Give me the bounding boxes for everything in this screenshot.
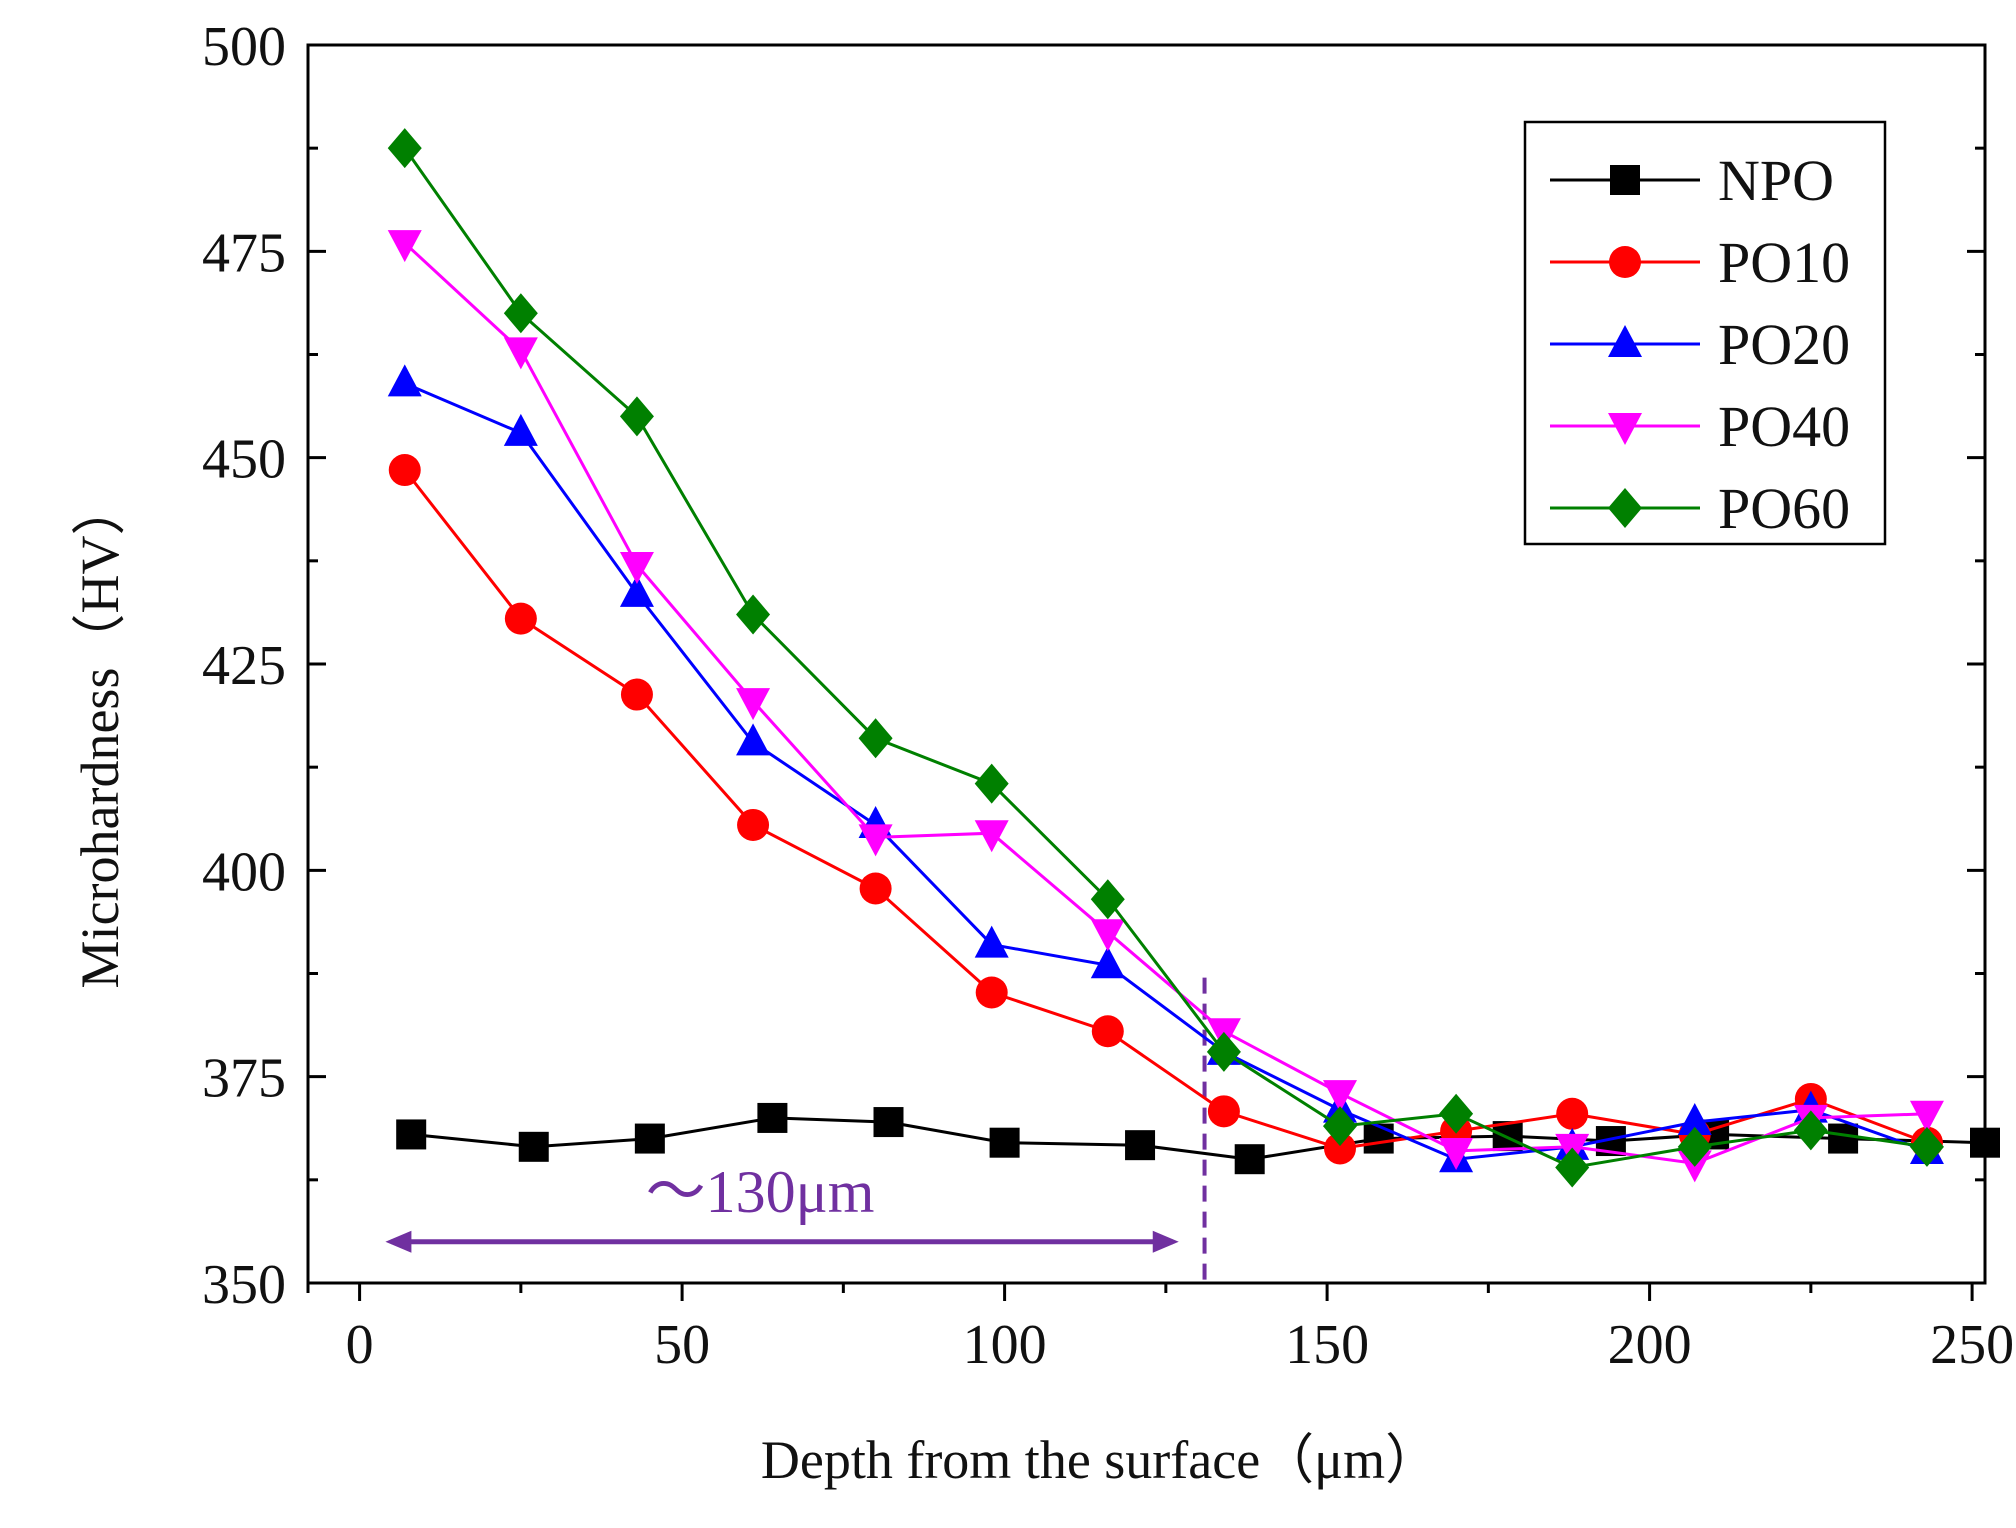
x-tick-label: 100 [963,1314,1047,1376]
legend-label-npo: NPO [1718,148,1834,213]
data-point-po40 [1323,1080,1357,1113]
data-point-po10 [1207,1095,1240,1128]
series-line-po60 [403,147,1928,1170]
data-point-po10 [1091,1015,1124,1048]
data-point-po60 [1555,1147,1590,1188]
legend-label-po10: PO10 [1718,230,1850,295]
series-line-po20 [404,382,1928,1161]
data-point-po60 [974,763,1009,804]
x-tick-label: 50 [654,1314,710,1376]
data-point-po40 [858,824,893,857]
y-tick-label: 500 [202,16,286,78]
y-tick-label: 450 [202,429,286,491]
data-point-npo [1125,1130,1156,1161]
data-point-po10 [737,808,770,841]
data-point-po60 [1909,1126,1944,1167]
data-point-npo [634,1123,665,1154]
data-point-po20 [1677,1103,1712,1136]
data-point-po10 [1324,1132,1356,1165]
y-tick-label: 400 [202,841,286,903]
legend-marker-po60 [1608,488,1642,528]
data-point-npo [396,1119,427,1150]
series-line-po40 [403,241,1928,1165]
data-point-po10 [388,454,421,487]
data-point-po60 [503,293,538,334]
data-point-npo [1363,1123,1394,1154]
data-point-po60 [1439,1093,1474,1134]
data-point-po60 [1090,879,1125,920]
data-point-po40 [1909,1100,1944,1133]
series-po40 [387,230,1944,1183]
legend-box [1523,120,1887,546]
data-point-po40 [503,337,538,370]
series-po60 [387,128,1944,1188]
data-point-po20 [503,413,538,446]
data-point-po10 [620,678,653,711]
data-point-npo [1828,1123,1859,1154]
annotation-arrowhead-right [1152,1230,1179,1253]
y-tick-label: 350 [202,1254,286,1316]
data-point-po40 [736,688,771,721]
plot-frame-layer: 350 375 400 425 450 475 500 0 50 100 150 200 250 [202,16,2014,1376]
annotation-label: ～130μm [646,1159,875,1225]
legend-marker-npo [1610,165,1640,195]
annotation-arrowhead-left [385,1230,412,1253]
data-point-po20 [1090,946,1125,979]
data-point-po40 [1090,919,1125,952]
y-axis-label: Microhardness（HV） [70,482,130,989]
data-point-po40 [619,551,654,584]
data-point-npo [757,1102,788,1133]
data-point-po60 [1677,1126,1712,1167]
x-tick-label: 250 [1930,1314,2014,1376]
y-tick-label: 425 [202,635,286,697]
data-point-po10 [1556,1097,1589,1130]
legend-marker-po40 [1608,413,1642,445]
x-tick-label: 200 [1608,1314,1692,1376]
data-point-po20 [387,364,422,397]
annotation-layer [385,977,1207,1283]
series-po10 [388,454,1943,1165]
data-point-po20 [619,574,654,607]
x-tick-label: 0 [346,1314,374,1376]
x-axis-label: Depth from the surface（μm） [761,1430,1439,1490]
data-point-po20 [736,723,771,756]
legend-label-po20: PO20 [1718,312,1850,377]
data-point-po10 [975,976,1008,1009]
data-point-po60 [858,718,893,759]
data-point-npo [1234,1144,1265,1175]
data-point-po60 [619,396,654,437]
data-point-po40 [387,230,422,263]
legend: NPO PO10 PO20 PO40 PO60 [1523,120,1887,546]
legend-marker-po20 [1608,325,1642,357]
data-point-po60 [1206,1031,1241,1072]
legend-label-po60: PO60 [1718,476,1850,541]
data-point-npo [518,1131,549,1162]
data-point-po40 [974,820,1009,853]
series-line-po10 [403,469,1928,1151]
y-tick-label: 475 [202,222,286,284]
legend-marker-po10 [1609,246,1641,278]
data-point-po10 [504,602,537,635]
data-point-po40 [1439,1137,1474,1170]
data-point-npo [1970,1127,2000,1158]
x-tick-label: 150 [1285,1314,1369,1376]
data-point-po60 [387,128,422,169]
data-point-po60 [736,594,771,635]
data-point-po60 [1323,1106,1357,1147]
data-point-npo [873,1107,904,1138]
legend-label-po40: PO40 [1718,394,1850,459]
data-point-po10 [859,872,892,905]
data-point-npo [989,1127,1020,1158]
series-layer [387,128,2000,1188]
y-tick-label: 375 [202,1048,286,1110]
data-point-po20 [974,925,1009,958]
data-point-po60 [1793,1110,1828,1151]
